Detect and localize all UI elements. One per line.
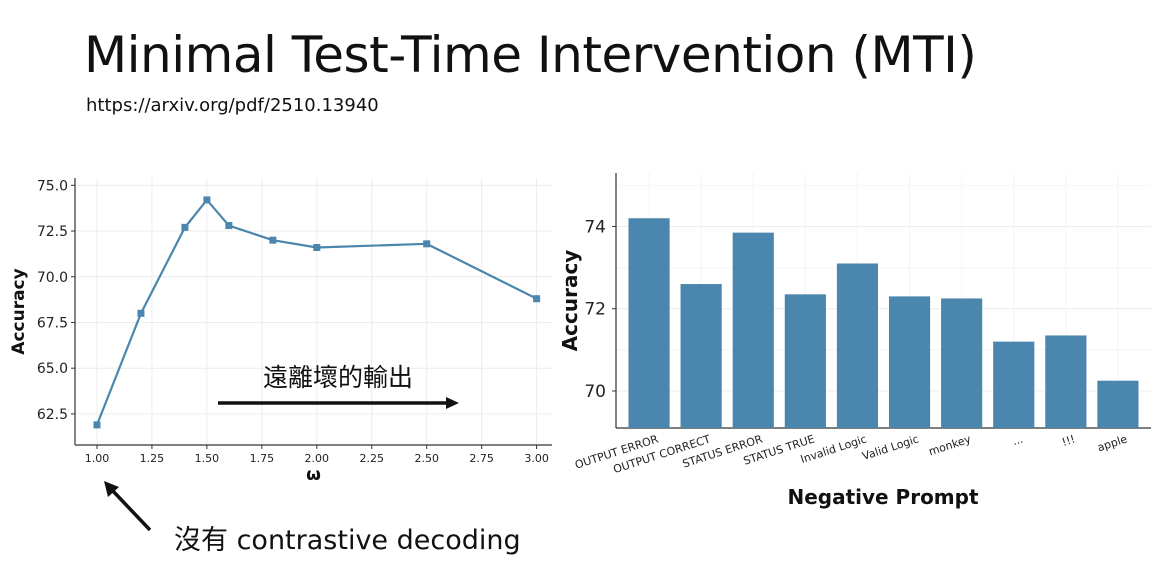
y-tick-label: 65.0 (37, 361, 68, 377)
x-axis-title: ω (306, 465, 321, 485)
y-tick-label: 67.5 (37, 315, 68, 331)
data-point (225, 222, 233, 230)
y-tick-label: 70.0 (37, 270, 68, 286)
paper-url[interactable]: https://arxiv.org/pdf/2510.13940 (86, 95, 379, 116)
data-point (423, 240, 431, 248)
up-left-arrow-icon (104, 481, 152, 532)
x-tick-label: 1.25 (140, 452, 165, 465)
data-point (181, 223, 189, 231)
x-tick-label: 1.50 (195, 452, 220, 465)
y-axis-title: Accuracy (9, 268, 29, 354)
bar (628, 218, 670, 428)
y-axis-title: Accuracy (558, 250, 582, 352)
data-point (203, 196, 211, 204)
omega-accuracy-line-chart: 1.00 1.25 1.50 1.75 2.00 2.25 2.50 2.75 3.00 62.5… (9, 178, 552, 485)
y-tick-label: 70 (584, 382, 606, 402)
bar (888, 296, 931, 428)
x-tick-label: !!! (1060, 432, 1077, 448)
bar (732, 232, 774, 428)
bar (1097, 380, 1139, 428)
bar (784, 294, 826, 428)
x-tick-label: 2.00 (305, 452, 330, 465)
data-point (269, 236, 277, 244)
bar (941, 298, 983, 428)
slide-title: Minimal Test-Time Intervention (MTI) (84, 26, 977, 84)
x-tick-label: 1.00 (85, 452, 110, 465)
y-tick-label: 72.5 (37, 224, 68, 240)
data-point (137, 309, 145, 317)
data-point (313, 243, 321, 251)
y-tick-label: 62.5 (37, 407, 68, 423)
x-tick-label: 2.25 (360, 452, 385, 465)
y-tick-label: 75.0 (37, 178, 68, 194)
bar (993, 341, 1035, 428)
no-contrastive-decoding-note: 沒有 contrastive decoding (174, 525, 521, 556)
bar (680, 284, 722, 428)
right-arrow-icon (218, 397, 459, 409)
x-tick-label: 2.75 (469, 452, 494, 465)
y-tick-label: 74 (584, 217, 606, 237)
x-tick-label: 3.00 (524, 452, 549, 465)
x-tick-label: ... (1011, 432, 1025, 448)
bar (1045, 335, 1087, 428)
avoid-bad-output-label: 遠離壞的輸出 (263, 363, 413, 392)
x-tick-label: 1.75 (250, 452, 275, 465)
data-point (533, 295, 541, 303)
x-axis-title: Negative Prompt (787, 485, 979, 509)
y-tick-label: 72 (584, 300, 606, 320)
data-point (93, 421, 101, 429)
bar (836, 263, 879, 428)
x-tick-label: 2.50 (414, 452, 439, 465)
